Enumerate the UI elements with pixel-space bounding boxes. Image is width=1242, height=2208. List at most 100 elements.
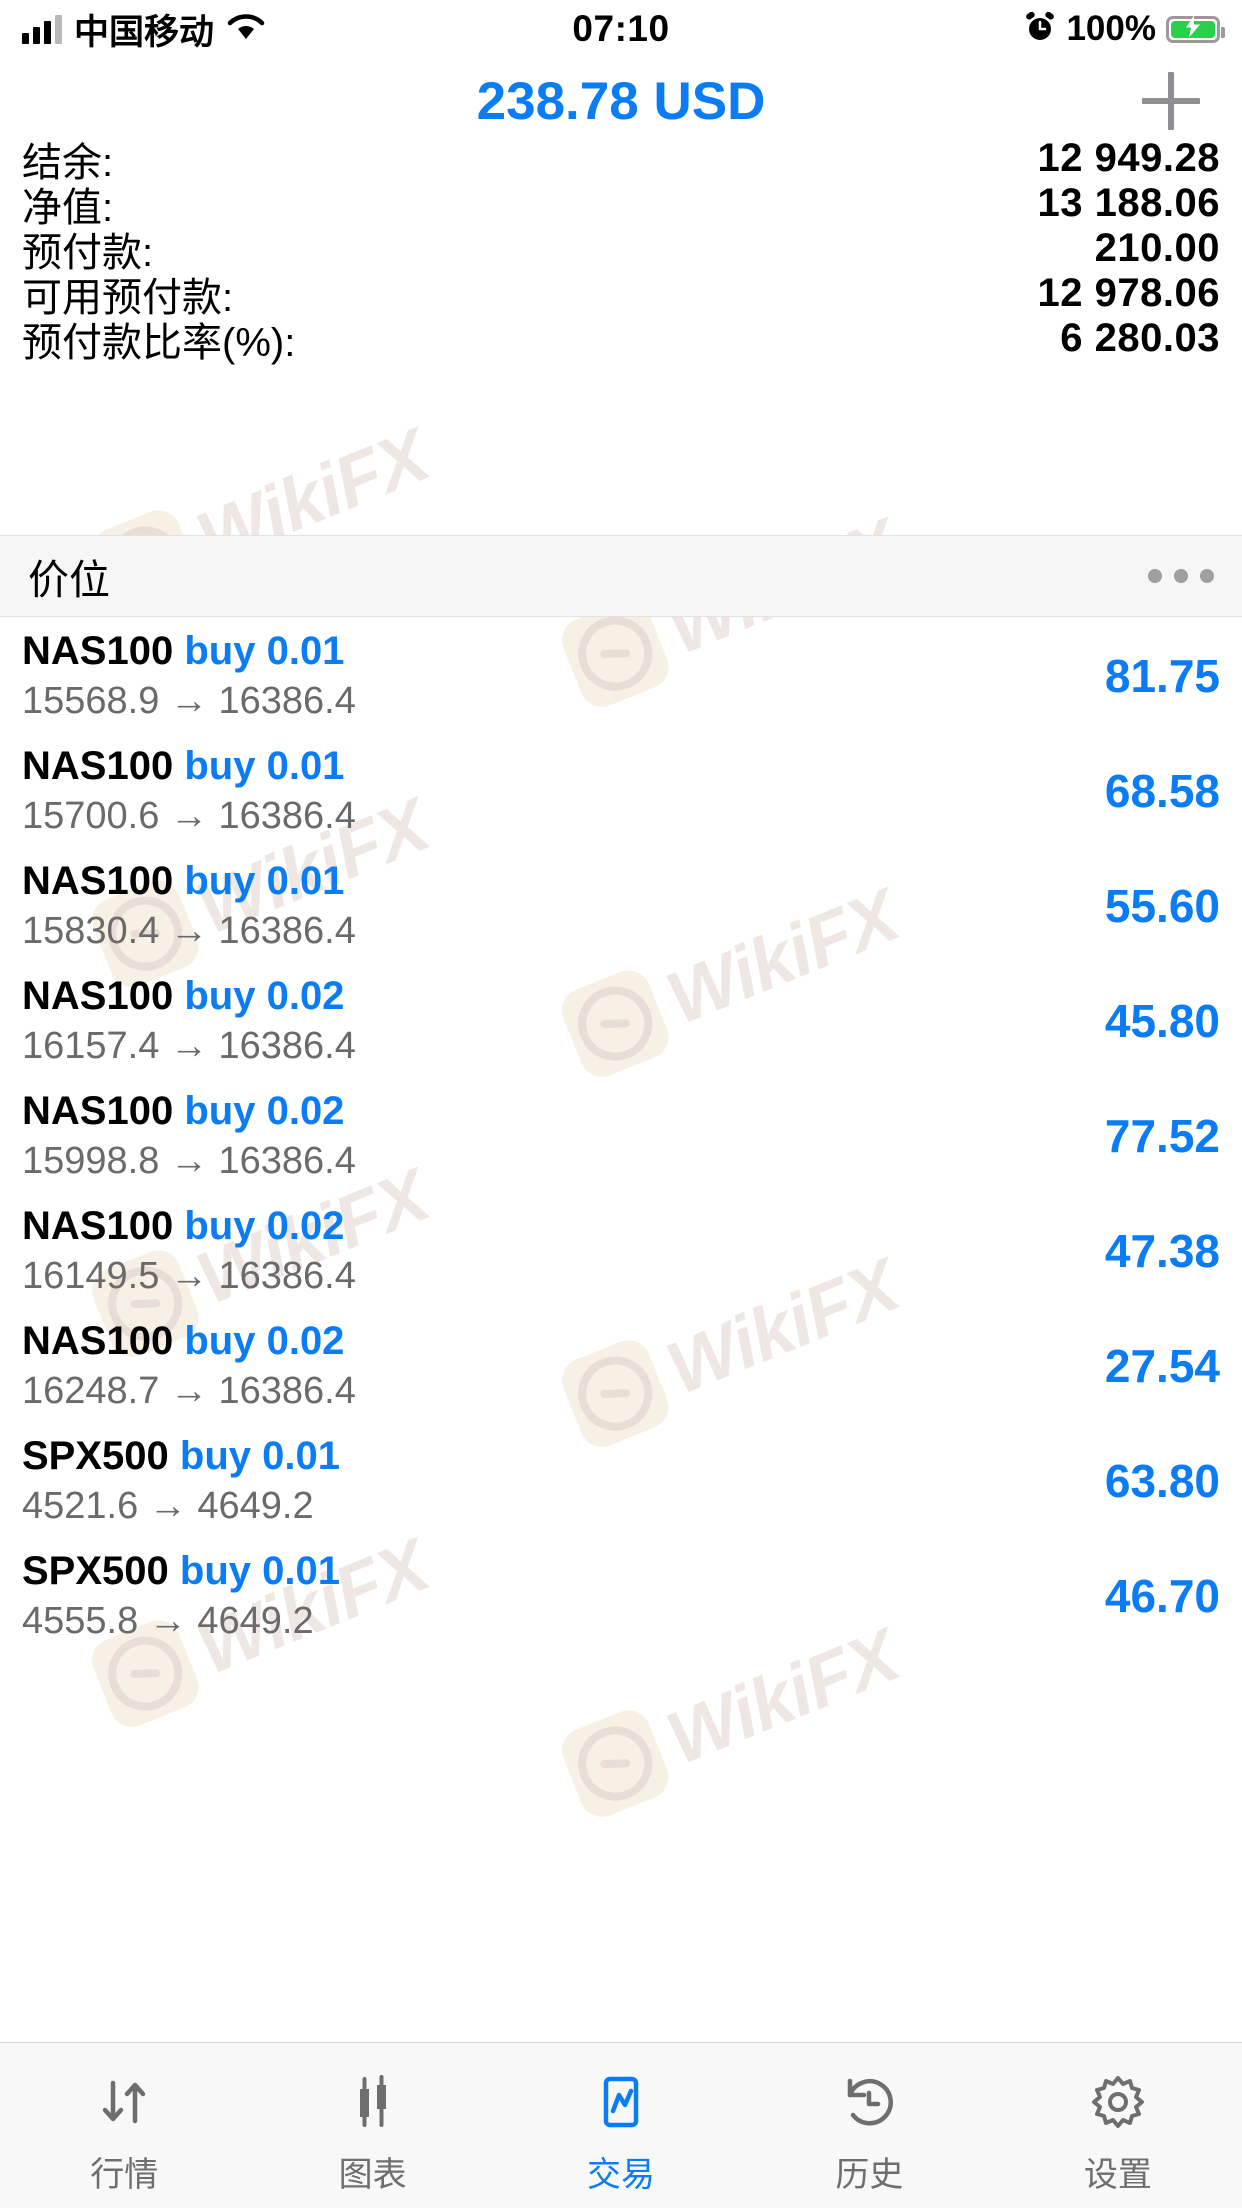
position-row[interactable]: SPX500 buy 0.01 4521.6 → 4649.2 63.80 (0, 1423, 1242, 1538)
gear-icon (1085, 2069, 1151, 2135)
position-current-price: 16386.4 (218, 1024, 356, 1067)
position-open-price: 15568.9 (22, 679, 160, 722)
position-side-volume: buy 0.02 (184, 1319, 344, 1363)
position-side-volume: buy 0.02 (184, 974, 344, 1018)
summary-label: 结余: (22, 140, 114, 185)
summary-label: 净值: (22, 185, 114, 230)
position-info: SPX500 buy 0.01 4521.6 → 4649.2 (22, 1434, 340, 1528)
position-open-price: 15998.8 (22, 1139, 160, 1182)
position-row[interactable]: NAS100 buy 0.02 16157.4 → 16386.4 45.80 (0, 963, 1242, 1078)
position-open-price: 4521.6 (22, 1484, 139, 1527)
position-side: buy (184, 628, 256, 673)
arrow-right-icon: → (169, 1254, 208, 1297)
position-volume: 0.01 (266, 743, 345, 788)
candlestick-chart-icon (340, 2069, 406, 2135)
position-side-volume: buy 0.01 (184, 744, 344, 788)
position-symbol: NAS100 (22, 973, 174, 1018)
position-profit: 45.80 (1104, 994, 1220, 1047)
position-current-price: 16386.4 (218, 679, 356, 722)
tab-trade[interactable]: 交易 (497, 2043, 745, 2208)
tab-label: 交易 (587, 2156, 656, 2194)
position-current-price: 4649.2 (197, 1599, 314, 1642)
position-row[interactable]: NAS100 buy 0.02 15998.8 → 16386.4 77.52 (0, 1078, 1242, 1193)
position-symbol-side: NAS100 buy 0.01 (22, 744, 356, 789)
position-side-volume: buy 0.01 (180, 1549, 340, 1593)
plus-icon[interactable] (1142, 72, 1200, 130)
position-open-price: 15700.6 (22, 794, 160, 837)
summary-value: 12 978.06 (1037, 271, 1220, 315)
history-clock-icon (836, 2069, 902, 2135)
status-bar-center: 07:10 (0, 0, 1242, 58)
position-symbol-side: SPX500 buy 0.01 (22, 1434, 340, 1479)
position-profit: 46.70 (1104, 1569, 1220, 1622)
summary-value: 6 280.03 (1060, 316, 1220, 360)
position-row[interactable]: NAS100 buy 0.01 15830.4 → 16386.4 55.60 (0, 848, 1242, 963)
position-symbol-side: NAS100 buy 0.02 (22, 1204, 356, 1249)
position-symbol-side: NAS100 buy 0.02 (22, 1319, 356, 1364)
signal-bars-icon (22, 14, 62, 44)
arrow-right-icon: → (169, 679, 208, 722)
position-prices: 15700.6 → 16386.4 (22, 795, 356, 838)
position-profit: 47.38 (1104, 1224, 1220, 1277)
position-open-price: 16248.7 (22, 1369, 160, 1412)
position-side-volume: buy 0.02 (184, 1089, 344, 1133)
position-info: NAS100 buy 0.01 15830.4 → 16386.4 (22, 859, 356, 953)
position-open-price: 4555.8 (22, 1599, 139, 1642)
summary-label: 预付款比率(%): (22, 320, 296, 365)
position-symbol: NAS100 (22, 1203, 174, 1248)
position-prices: 16248.7 → 16386.4 (22, 1370, 356, 1413)
position-info: NAS100 buy 0.02 16149.5 → 16386.4 (22, 1204, 356, 1298)
status-bar-right: 100% (1024, 0, 1225, 58)
position-profit: 77.52 (1104, 1109, 1220, 1162)
position-info: SPX500 buy 0.01 4555.8 → 4649.2 (22, 1549, 340, 1643)
status-bar-left: 中国移动 (22, 0, 266, 58)
arrow-right-icon: → (169, 1369, 208, 1412)
summary-value: 13 188.06 (1037, 181, 1220, 225)
position-info: NAS100 buy 0.01 15700.6 → 16386.4 (22, 744, 356, 838)
tab-label: 历史 (835, 2156, 904, 2194)
position-symbol: NAS100 (22, 858, 174, 903)
position-volume: 0.02 (266, 973, 345, 1018)
position-current-price: 16386.4 (218, 1254, 356, 1297)
positions-section-header: 价位 (0, 535, 1242, 617)
position-side: buy (179, 1433, 252, 1478)
more-horizontal-icon[interactable] (1148, 569, 1214, 583)
position-symbol-side: NAS100 buy 0.01 (22, 859, 356, 904)
position-row[interactable]: NAS100 buy 0.01 15700.6 → 16386.4 68.58 (0, 733, 1242, 848)
trade-phone-chart-icon (588, 2069, 654, 2135)
arrow-right-icon: → (169, 1024, 208, 1067)
arrow-right-icon: → (169, 794, 208, 837)
position-side-volume: buy 0.01 (184, 859, 344, 903)
position-row[interactable]: NAS100 buy 0.02 16149.5 → 16386.4 47.38 (0, 1193, 1242, 1308)
position-side: buy (184, 858, 256, 903)
wifi-icon (226, 12, 266, 47)
summary-row-margin: 预付款: 210.00 (0, 226, 1242, 275)
position-symbol: NAS100 (22, 1318, 174, 1363)
tab-history[interactable]: 历史 (745, 2043, 993, 2208)
position-profit: 68.58 (1104, 764, 1220, 817)
position-row[interactable]: NAS100 buy 0.02 16248.7 → 16386.4 27.54 (0, 1308, 1242, 1423)
alarm-clock-icon (1024, 11, 1056, 48)
tab-quotes[interactable]: 行情 (0, 2043, 248, 2208)
position-open-price: 16149.5 (22, 1254, 160, 1297)
summary-row-free-margin: 可用预付款: 12 978.06 (0, 271, 1242, 320)
position-symbol: SPX500 (22, 1433, 169, 1478)
position-open-price: 15830.4 (22, 909, 160, 952)
position-symbol-side: NAS100 buy 0.01 (22, 629, 356, 674)
position-profit: 81.75 (1104, 649, 1220, 702)
position-symbol-side: SPX500 buy 0.01 (22, 1549, 340, 1594)
position-side-volume: buy 0.01 (184, 629, 344, 673)
position-volume: 0.01 (266, 858, 345, 903)
position-symbol: NAS100 (22, 743, 174, 788)
position-prices: 15568.9 → 16386.4 (22, 680, 356, 723)
position-side-volume: buy 0.02 (184, 1204, 344, 1248)
position-info: NAS100 buy 0.01 15568.9 → 16386.4 (22, 629, 356, 723)
quotes-arrows-icon (91, 2069, 157, 2135)
position-row[interactable]: SPX500 buy 0.01 4555.8 → 4649.2 46.70 (0, 1538, 1242, 1653)
position-volume: 0.01 (266, 628, 345, 673)
positions-list[interactable]: NAS100 buy 0.01 15568.9 → 16386.4 81.75 NAS… (0, 618, 1242, 2042)
tab-settings[interactable]: 设置 (994, 2043, 1242, 2208)
tab-charts[interactable]: 图表 (248, 2043, 496, 2208)
bottom-tab-bar: 行情 图表 交易 历史 设置 (0, 2042, 1242, 2208)
position-row[interactable]: NAS100 buy 0.01 15568.9 → 16386.4 81.75 (0, 618, 1242, 733)
